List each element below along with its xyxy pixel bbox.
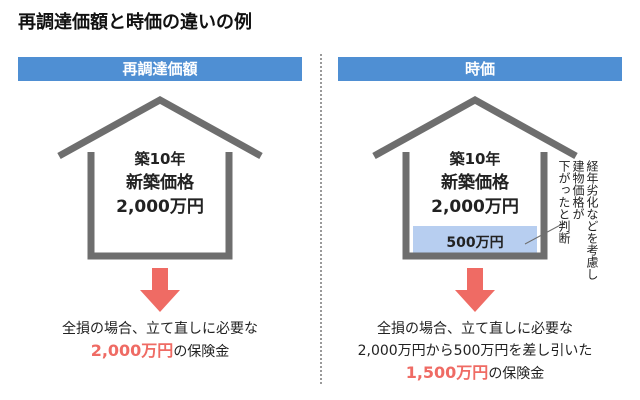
note-line3: 下がったと判断 bbox=[557, 160, 571, 244]
right-section-header: 時価 bbox=[338, 57, 622, 81]
left-description-amount-line: 2,000万円の保険金 bbox=[10, 340, 310, 363]
left-description: 全損の場合、立て直しに必要な 2,000万円の保険金 bbox=[10, 318, 310, 363]
page-title: 再調達価額と時価の違いの例 bbox=[18, 12, 252, 33]
left-house-illustration: 築10年 新築価格 2,000万円 bbox=[55, 96, 265, 260]
left-payout-amount: 2,000万円 bbox=[90, 341, 174, 360]
note-line1: 経年劣化などを考慮し bbox=[585, 160, 599, 280]
new-price-value: 2,000万円 bbox=[116, 197, 204, 217]
right-description: 全損の場合、立て直しに必要な 2,000万円から500万円を差し引いた 1,50… bbox=[325, 318, 625, 385]
left-description-line1: 全損の場合、立て直しに必要な bbox=[62, 321, 258, 337]
new-price-value: 2,000万円 bbox=[431, 197, 519, 217]
left-payout-suffix: の保険金 bbox=[173, 344, 230, 360]
right-description-line1: 全損の場合、立て直しに必要な bbox=[377, 321, 573, 337]
section-divider bbox=[320, 54, 322, 384]
depreciation-amount: 500万円 bbox=[446, 235, 504, 251]
note-line2: 建物価格が bbox=[571, 160, 585, 220]
right-down-arrow-icon bbox=[455, 268, 495, 312]
left-section-header: 再調達価額 bbox=[18, 57, 302, 81]
left-down-arrow-icon bbox=[140, 268, 180, 312]
right-description-amount-line: 1,500万円の保険金 bbox=[325, 362, 625, 385]
right-payout-suffix: の保険金 bbox=[488, 366, 545, 382]
house-outline-icon bbox=[372, 96, 578, 260]
right-house-illustration: 築10年 新築価格 2,000万円 500万円 bbox=[370, 96, 580, 260]
new-price-label: 新築価格 bbox=[126, 173, 194, 193]
depreciation-note: 経年劣化などを考慮し 建物価格が 下がったと判断 bbox=[557, 160, 599, 310]
building-age: 築10年 bbox=[449, 150, 501, 168]
right-payout-amount: 1,500万円 bbox=[405, 363, 489, 382]
depreciation-bar bbox=[413, 226, 537, 254]
house-outline-icon bbox=[57, 96, 263, 260]
right-description-line2: 2,000万円から500万円を差し引いた bbox=[357, 343, 593, 359]
new-price-label: 新築価格 bbox=[441, 173, 509, 193]
building-age: 築10年 bbox=[134, 150, 186, 168]
